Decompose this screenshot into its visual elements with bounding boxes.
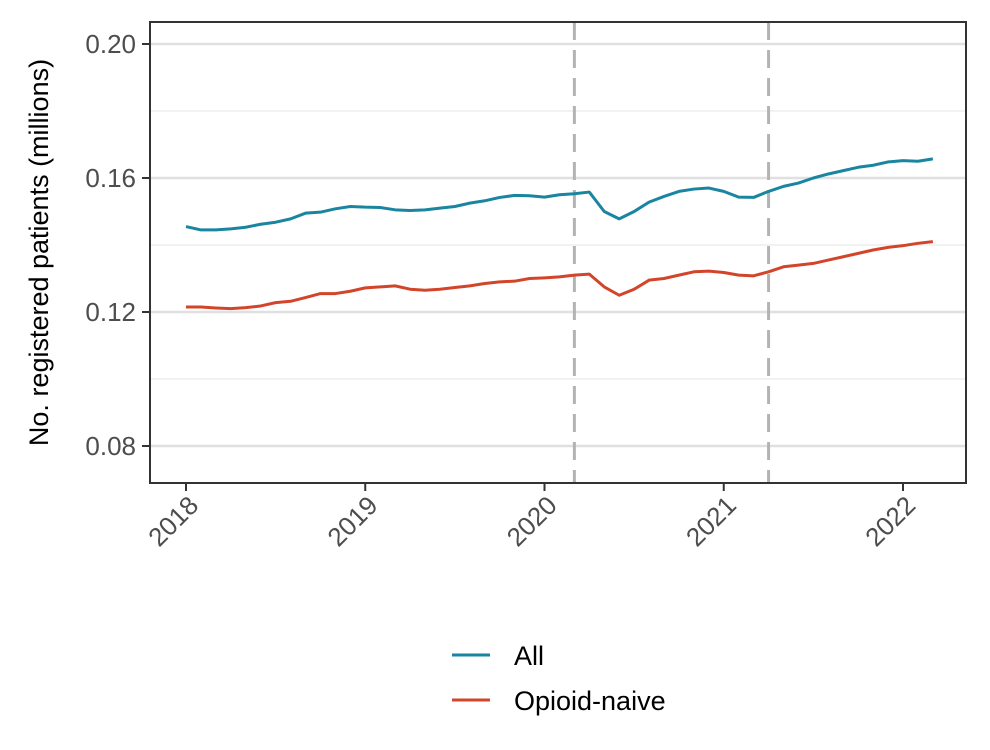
y-axis: 0.08 0.12 0.16 0.20 — [85, 29, 150, 461]
plot-panel-border — [149, 21, 967, 484]
series-line-all — [185, 157, 934, 232]
y-axis-title: No. registered patients (millions) — [24, 59, 54, 446]
y-tick-label: 0.12 — [85, 297, 136, 327]
series-line-opioid-naive — [186, 240, 934, 311]
x-tick-label: 2020 — [501, 490, 563, 552]
legend-label: Opioid-naive — [514, 686, 666, 716]
x-tick-label: 2022 — [859, 490, 921, 552]
x-tick-label: 2018 — [142, 490, 204, 552]
series-layer — [185, 157, 934, 311]
x-tick-label: 2019 — [321, 490, 383, 552]
grid-layer — [150, 42, 966, 448]
x-axis: 2018 2019 2020 2021 2022 — [142, 483, 921, 552]
y-tick-label: 0.20 — [85, 29, 136, 59]
legend-label: All — [514, 641, 544, 671]
y-tick-label: 0.16 — [85, 163, 136, 193]
legend: All Opioid-naive — [452, 641, 666, 716]
y-tick-label: 0.08 — [85, 431, 136, 461]
reference-lines — [572, 22, 771, 483]
x-tick-label: 2021 — [680, 490, 742, 552]
